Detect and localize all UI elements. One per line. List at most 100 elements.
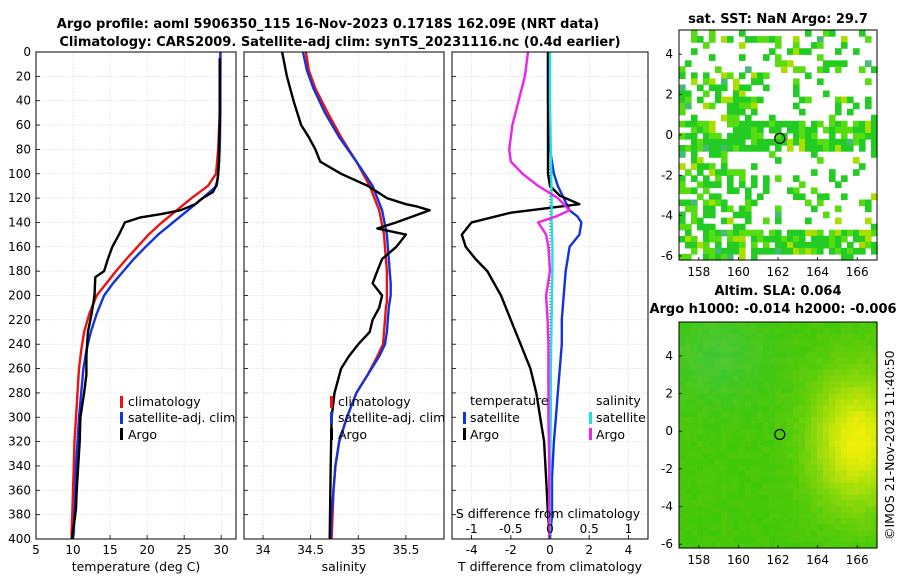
map-cell (739, 241, 746, 249)
map-cell (733, 345, 740, 353)
y-tick-label: 300 (8, 410, 31, 424)
map-cell (841, 126, 848, 134)
map-cell (757, 411, 764, 418)
map-cell (691, 452, 698, 460)
map-cell (703, 417, 710, 424)
map-cell (751, 102, 758, 110)
map-cell (721, 78, 728, 86)
map-cell (805, 417, 812, 424)
map-cell (727, 488, 734, 495)
map-cell (781, 458, 788, 466)
map-cell (697, 157, 704, 164)
map-cell (679, 500, 686, 507)
map-cell (727, 375, 734, 382)
map-cell (835, 96, 842, 104)
map-cell (679, 102, 686, 110)
x-tick-label: 158 (687, 553, 710, 567)
map-cell (865, 482, 872, 490)
series-temperature-argo (460, 52, 581, 540)
map-cell (691, 387, 698, 394)
map-cell (745, 440, 752, 448)
map-cell (793, 90, 800, 98)
map-cell (859, 345, 866, 353)
map-cell (817, 345, 824, 353)
map-cell (871, 151, 878, 158)
map-cell (811, 132, 818, 140)
map-cell (805, 363, 812, 371)
map-cell (865, 446, 872, 454)
map-cell (685, 205, 692, 213)
map-cell (805, 132, 812, 140)
map-cell (811, 241, 818, 249)
map-cell (739, 506, 746, 513)
map-cell (775, 339, 782, 347)
map-cell (685, 327, 692, 335)
y-tick-label: 4 (665, 349, 673, 363)
map-cell (679, 536, 686, 543)
map-cell (685, 322, 692, 329)
map-cell (703, 357, 710, 365)
map-cell (793, 476, 800, 484)
map-cell (727, 464, 734, 472)
map-cell (841, 247, 848, 255)
map-cell (721, 339, 728, 347)
map-cell (697, 351, 704, 359)
map-cell (721, 417, 728, 424)
map-cell (859, 322, 866, 329)
map-cell (685, 345, 692, 353)
map-cell (703, 181, 710, 188)
map-cell (799, 512, 806, 519)
map-cell (679, 351, 686, 359)
map-cell (763, 387, 770, 394)
map-cell (769, 48, 776, 55)
map-cell (781, 512, 788, 519)
map-cell (691, 187, 698, 195)
map-cell (751, 423, 758, 430)
map-cell (847, 458, 854, 466)
map-cell (805, 247, 812, 255)
map-cell (691, 241, 698, 249)
map-cell (865, 369, 872, 377)
map-cell (685, 90, 692, 98)
map-cell (793, 500, 800, 507)
legend-swatch-climatology (120, 396, 123, 408)
map-cell (703, 223, 710, 231)
map-cell (679, 181, 686, 188)
map-cell (853, 482, 860, 490)
map-cell (841, 193, 848, 201)
map-cell (751, 175, 758, 182)
map-cell (859, 458, 866, 466)
map-cell (751, 163, 758, 170)
map-cell (697, 464, 704, 472)
map-cell (697, 429, 704, 436)
map-cell (793, 138, 800, 146)
map-cell (865, 488, 872, 495)
map-cell (733, 211, 740, 219)
map-cell (793, 339, 800, 347)
map-cell (757, 458, 764, 466)
map-cell (859, 30, 866, 37)
map-cell (871, 530, 878, 537)
map-cell (739, 333, 746, 341)
map-cell (751, 470, 758, 478)
map-cell (745, 512, 752, 519)
map-cell (727, 423, 734, 430)
map-cell (727, 512, 734, 519)
map-cell (757, 333, 764, 341)
map-cell (733, 470, 740, 478)
map-cell (733, 351, 740, 359)
map-cell (823, 193, 830, 201)
map-cell (781, 530, 788, 537)
map-cell (703, 530, 710, 537)
map-cell (685, 446, 692, 454)
map-cell (739, 494, 746, 501)
map-cell (769, 333, 776, 341)
map-cell (727, 72, 734, 80)
map-cell (787, 446, 794, 454)
map-cell (685, 399, 692, 406)
map-cell (865, 387, 872, 394)
map-cell (841, 369, 848, 377)
map-cell (709, 429, 716, 436)
map-cell (691, 217, 698, 225)
map-cell (865, 36, 872, 43)
